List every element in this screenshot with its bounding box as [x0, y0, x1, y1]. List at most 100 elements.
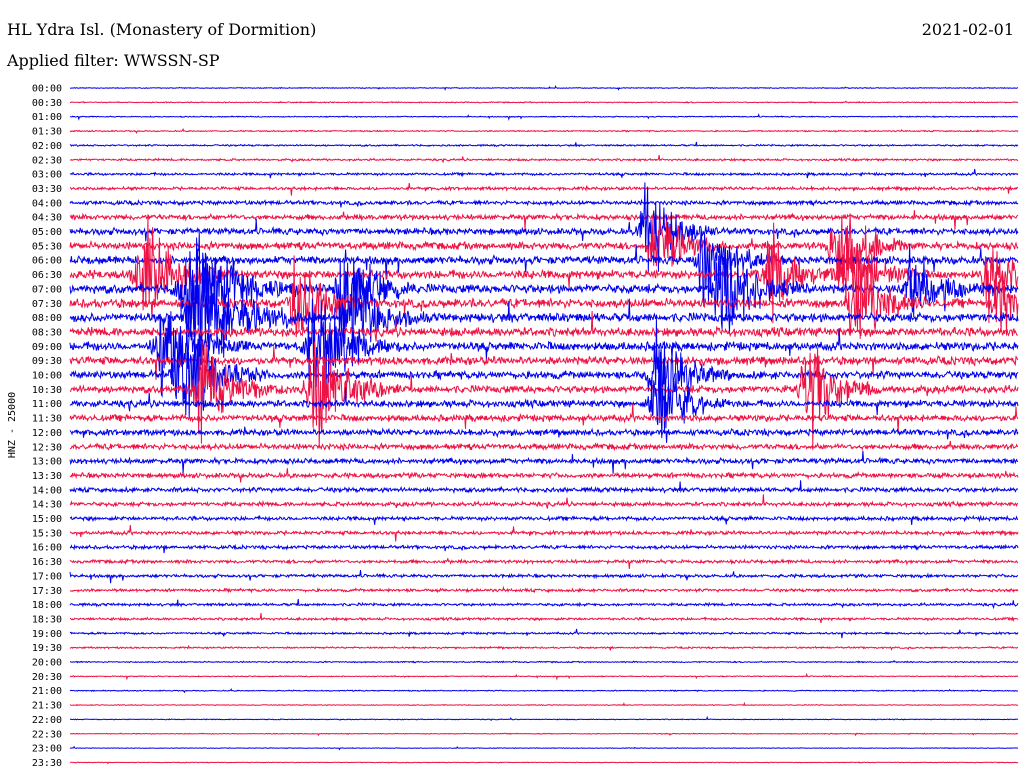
row-label-layer: 00:00 00:30 01:00 01:30 02:00 02:30 03:00 03:30…	[32, 84, 62, 769]
trace-line	[70, 659, 1019, 664]
trace-line	[69, 310, 1018, 342]
row-time-label: 02:00	[32, 141, 62, 152]
trace-line	[69, 113, 1019, 121]
row-time-label: 01:30	[32, 127, 62, 138]
trace-line	[69, 440, 1019, 452]
row-time-label: 21:30	[32, 701, 62, 712]
trace-line	[69, 688, 1019, 694]
row-time-label: 13:30	[32, 471, 62, 482]
row-time-label: 23:00	[32, 744, 62, 755]
row-time-label: 18:30	[32, 614, 62, 625]
trace-line	[69, 404, 1019, 434]
row-time-label: 22:30	[32, 729, 62, 740]
trace-line	[69, 715, 1019, 722]
row-time-label: 10:30	[32, 385, 62, 396]
trace-line	[69, 450, 1019, 474]
trace-line	[69, 598, 1019, 610]
station-title: HL Ydra Isl. (Monastery of Dormition)	[7, 20, 317, 39]
filter-label: Applied filter: WWSSN-SP	[7, 51, 220, 70]
row-time-label: 05:00	[32, 227, 62, 238]
trace-line	[69, 346, 1019, 380]
row-time-label: 08:00	[32, 313, 62, 324]
trace-line	[69, 183, 1019, 196]
date-label: 2021-02-01	[921, 20, 1014, 39]
row-time-label: 08:30	[32, 327, 62, 338]
row-time-label: 19:00	[32, 629, 62, 640]
row-time-label: 16:00	[32, 543, 62, 554]
row-time-label: 20:00	[32, 658, 62, 669]
row-time-label: 06:30	[32, 270, 62, 281]
row-time-label: 16:30	[32, 557, 62, 568]
trace-line	[69, 141, 1019, 148]
row-time-label: 12:00	[32, 428, 62, 439]
trace-line	[69, 127, 1019, 135]
row-time-label: 01:00	[32, 112, 62, 123]
trace-line	[69, 701, 1019, 707]
trace-line	[69, 525, 1019, 542]
trace-line	[70, 732, 1018, 737]
row-time-label: 03:00	[32, 170, 62, 181]
trace-line	[69, 543, 1019, 554]
row-time-label: 20:30	[32, 672, 62, 683]
trace-line	[69, 514, 1019, 525]
trace-line	[69, 214, 1019, 324]
trace-line	[70, 585, 1019, 594]
trace-line	[69, 494, 1019, 509]
row-time-label: 21:00	[32, 686, 62, 697]
row-time-label: 11:30	[32, 414, 62, 425]
row-time-label: 22:00	[32, 715, 62, 726]
row-time-label: 00:00	[32, 84, 62, 95]
trace-line	[69, 468, 1019, 483]
row-time-label: 17:00	[32, 571, 62, 582]
trace-line	[69, 154, 1019, 164]
trace-line	[69, 198, 1019, 208]
row-time-label: 15:30	[32, 528, 62, 539]
trace-line	[69, 213, 1019, 288]
trace-line	[69, 182, 1019, 274]
trace-line	[69, 232, 1019, 347]
trace-line	[69, 569, 1019, 584]
trace-line	[69, 298, 1019, 409]
trace-line	[69, 340, 1019, 449]
row-time-label: 04:00	[32, 198, 62, 209]
row-time-label: 13:00	[32, 457, 62, 468]
trace-line	[69, 480, 1019, 495]
trace-line	[69, 100, 1019, 104]
row-time-label: 04:30	[32, 213, 62, 224]
trace-line	[69, 613, 1019, 624]
row-time-label: 09:30	[32, 356, 62, 367]
row-time-label: 07:30	[32, 299, 62, 310]
trace-line	[69, 761, 1019, 765]
row-time-label: 10:00	[32, 371, 62, 382]
row-time-label: 23:30	[32, 758, 62, 769]
trace-line	[69, 168, 1019, 179]
row-time-label: 19:30	[32, 643, 62, 654]
row-time-label: 03:30	[32, 184, 62, 195]
row-time-label: 09:00	[32, 342, 62, 353]
row-time-label: 11:00	[32, 399, 62, 410]
row-time-label: 02:30	[32, 155, 62, 166]
trace-line	[69, 210, 1019, 230]
trace-layer	[69, 85, 1019, 765]
y-axis-label: HNZ - 25000	[7, 392, 18, 458]
trace-line	[69, 745, 1019, 751]
row-time-label: 18:00	[32, 600, 62, 611]
row-time-label: 14:00	[32, 485, 62, 496]
trace-line	[69, 252, 1019, 381]
row-time-label: 14:30	[32, 500, 62, 511]
trace-line	[69, 672, 1019, 681]
trace-line	[69, 85, 1019, 91]
row-time-label: 07:00	[32, 284, 62, 295]
trace-line	[69, 644, 1019, 651]
row-time-label: 12:30	[32, 442, 62, 453]
row-time-label: 17:30	[32, 586, 62, 597]
row-time-label: 00:30	[32, 98, 62, 109]
trace-line	[69, 317, 1019, 419]
trace-line	[69, 558, 1019, 569]
row-time-label: 15:00	[32, 514, 62, 525]
trace-line	[69, 351, 1019, 439]
row-time-label: 06:00	[32, 256, 62, 267]
row-time-label: 05:30	[32, 241, 62, 252]
trace-line	[69, 426, 1019, 443]
